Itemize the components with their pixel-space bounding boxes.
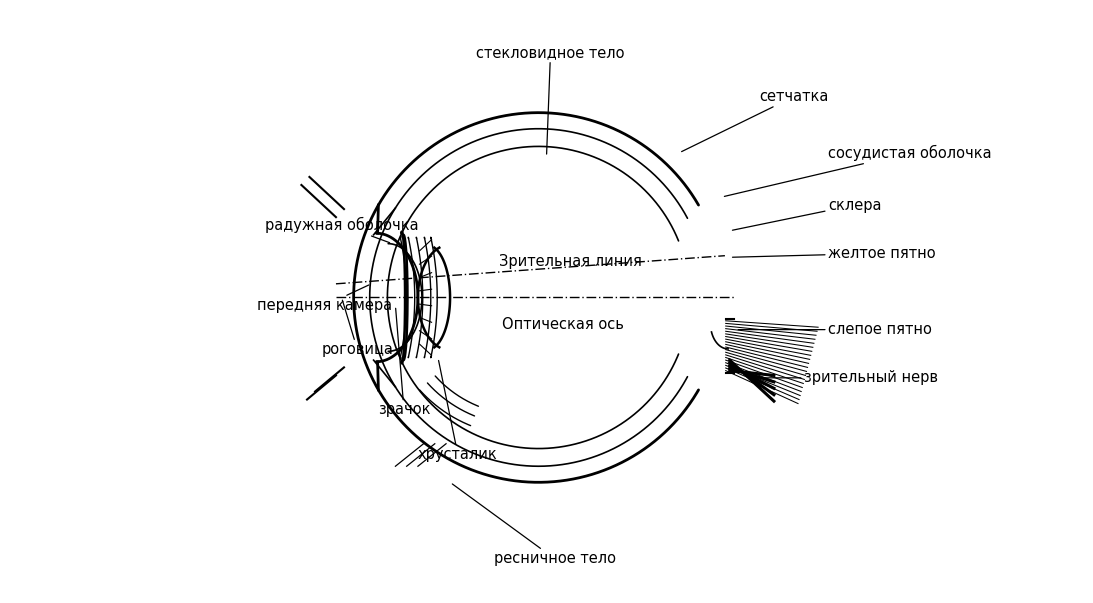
Text: стекловидное тело: стекловидное тело xyxy=(477,45,625,154)
Text: зрачок: зрачок xyxy=(378,308,431,417)
Text: желтое пятно: желтое пятно xyxy=(732,246,936,260)
Text: сосудистая оболочка: сосудистая оболочка xyxy=(725,145,991,197)
Text: радужная оболочка: радужная оболочка xyxy=(266,217,419,242)
Text: ресничное тело: ресничное тело xyxy=(453,484,615,566)
Text: передняя камера: передняя камера xyxy=(257,285,392,313)
Text: склера: склера xyxy=(732,198,881,230)
Text: Оптическая ось: Оптическая ось xyxy=(502,317,623,332)
Text: слепое пятно: слепое пятно xyxy=(738,322,931,337)
Text: хрусталик: хрусталик xyxy=(418,361,497,462)
Text: зрительный нерв: зрительный нерв xyxy=(759,370,938,385)
Text: сетчатка: сетчатка xyxy=(682,89,828,151)
Text: Зрительная линия: Зрительная линия xyxy=(500,254,642,269)
Text: роговица: роговица xyxy=(321,300,393,357)
